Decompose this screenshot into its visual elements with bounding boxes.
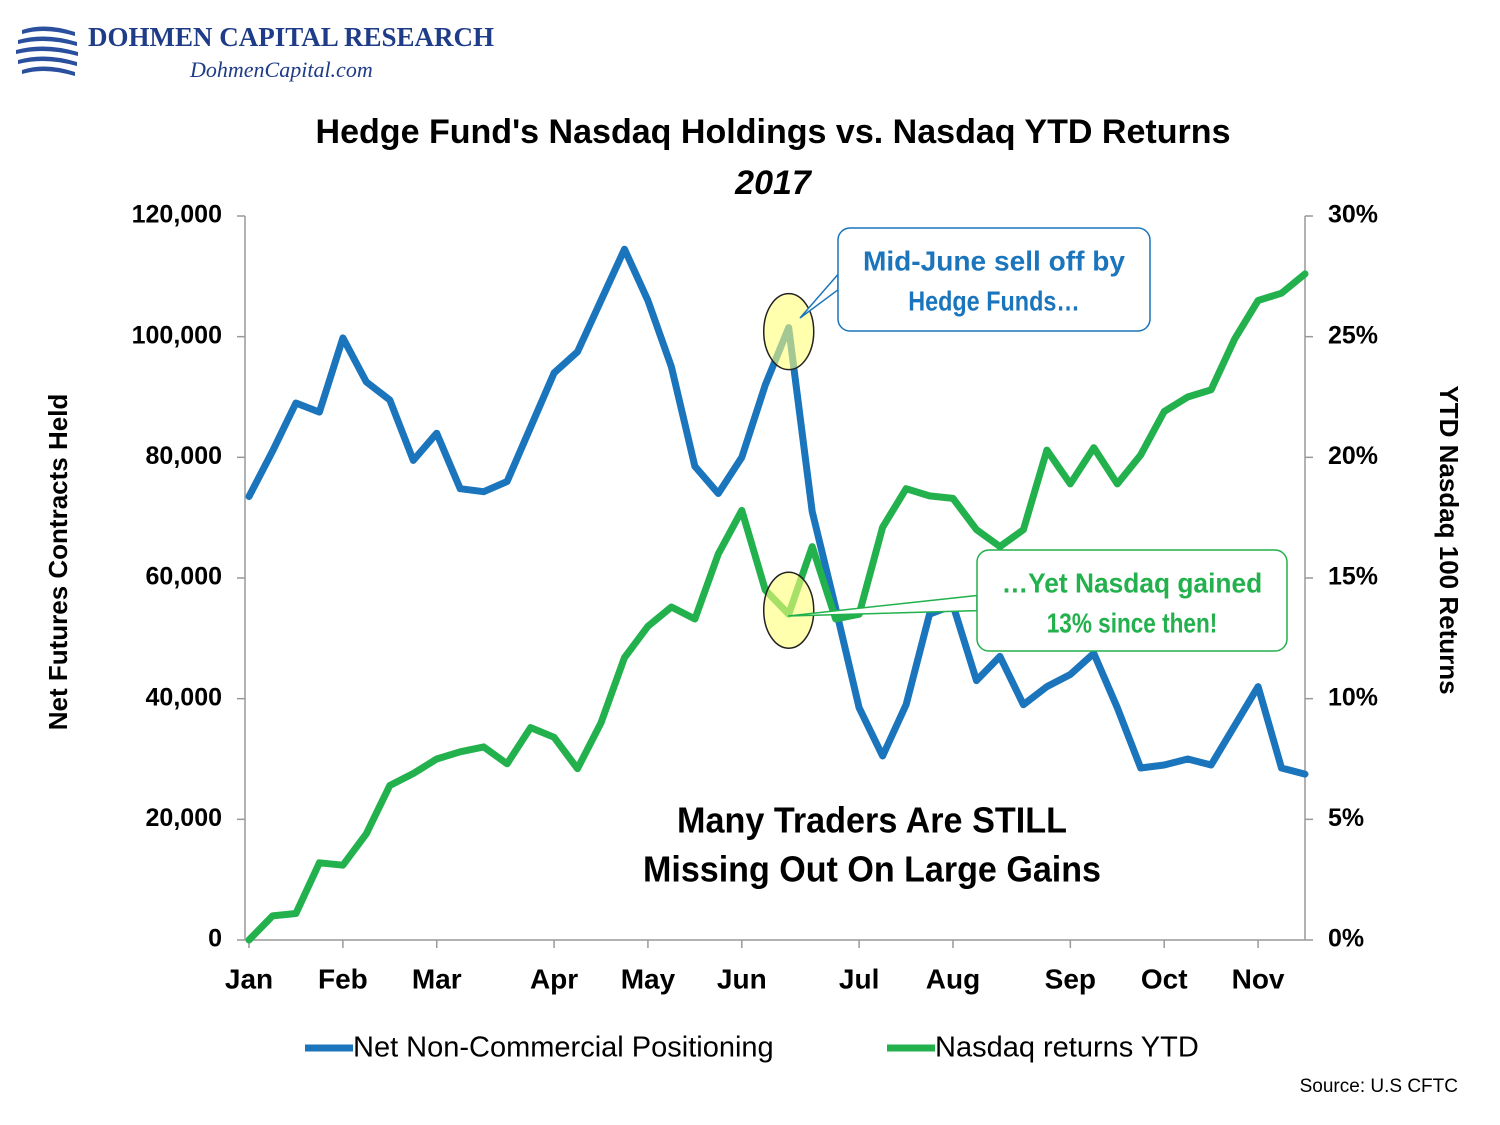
x-tick-label: Mar	[412, 963, 462, 994]
callout-pointer	[799, 272, 839, 319]
callout-pointer	[787, 594, 978, 617]
chart-subtitle: 2017	[734, 164, 813, 202]
y-tick-label: 80,000	[146, 442, 222, 470]
x-tick-label: Aug	[926, 963, 980, 994]
y2-tick-label: 0%	[1328, 925, 1364, 953]
y2-tick-label: 15%	[1328, 563, 1378, 591]
source: Source: U.S CFTC	[1300, 1076, 1458, 1097]
x-tick-label: Feb	[318, 963, 368, 994]
callout-box	[976, 549, 1288, 652]
y2-tick-label: 20%	[1328, 442, 1378, 470]
x-tick-label: Jul	[839, 963, 879, 994]
x-tick-label: Nov	[1232, 963, 1285, 994]
x-tick-label: May	[621, 963, 676, 994]
x-tick-label: Oct	[1141, 963, 1188, 994]
callout-cover	[839, 273, 843, 292]
callout-text: 13% since then!	[1047, 607, 1218, 638]
chart-title: Hedge Fund's Nasdaq Holdings vs. Nasdaq …	[316, 113, 1231, 151]
callout-text: Mid-June sell off by	[863, 245, 1126, 276]
callout-text: Hedge Funds…	[908, 285, 1080, 316]
company-name: DOHMEN CAPITAL RESEARCH	[88, 22, 494, 52]
y2-axis-title: YTD Nasdaq 100 Returns	[1434, 385, 1464, 694]
y-tick-label: 120,000	[132, 201, 222, 229]
website: DohmenCapital.com	[189, 57, 373, 82]
highlight	[762, 292, 815, 371]
y-axis-title: Net Futures Contracts Held	[43, 394, 73, 731]
x-tick-label: Apr	[530, 963, 578, 994]
highlight	[762, 571, 815, 649]
annotation: Many Traders Are STILL	[677, 800, 1067, 841]
y2-tick-label: 5%	[1328, 804, 1364, 832]
y-tick-label: 40,000	[146, 683, 222, 711]
y2-tick-label: 25%	[1328, 321, 1378, 349]
logo-emblem	[16, 26, 78, 76]
y2-tick-label: 30%	[1328, 201, 1378, 229]
annotation: Missing Out On Large Gains	[643, 849, 1101, 890]
y-tick-label: 20,000	[146, 804, 222, 832]
y-tick-label: 100,000	[132, 321, 222, 349]
legend-label: Nasdaq returns YTD	[935, 1032, 1199, 1064]
y2-tick-label: 10%	[1328, 683, 1378, 711]
y-tick-label: 0	[208, 925, 222, 953]
callout-cover	[978, 594, 982, 613]
y-tick-label: 60,000	[146, 563, 222, 591]
x-tick-label: Jan	[225, 963, 273, 994]
x-tick-label: Jun	[717, 963, 767, 994]
callout-text: …Yet Nasdaq gained	[1002, 567, 1262, 598]
x-tick-label: Sep	[1045, 963, 1096, 994]
legend-label: Net Non-Commercial Positioning	[353, 1032, 774, 1064]
callout-box	[837, 227, 1151, 332]
